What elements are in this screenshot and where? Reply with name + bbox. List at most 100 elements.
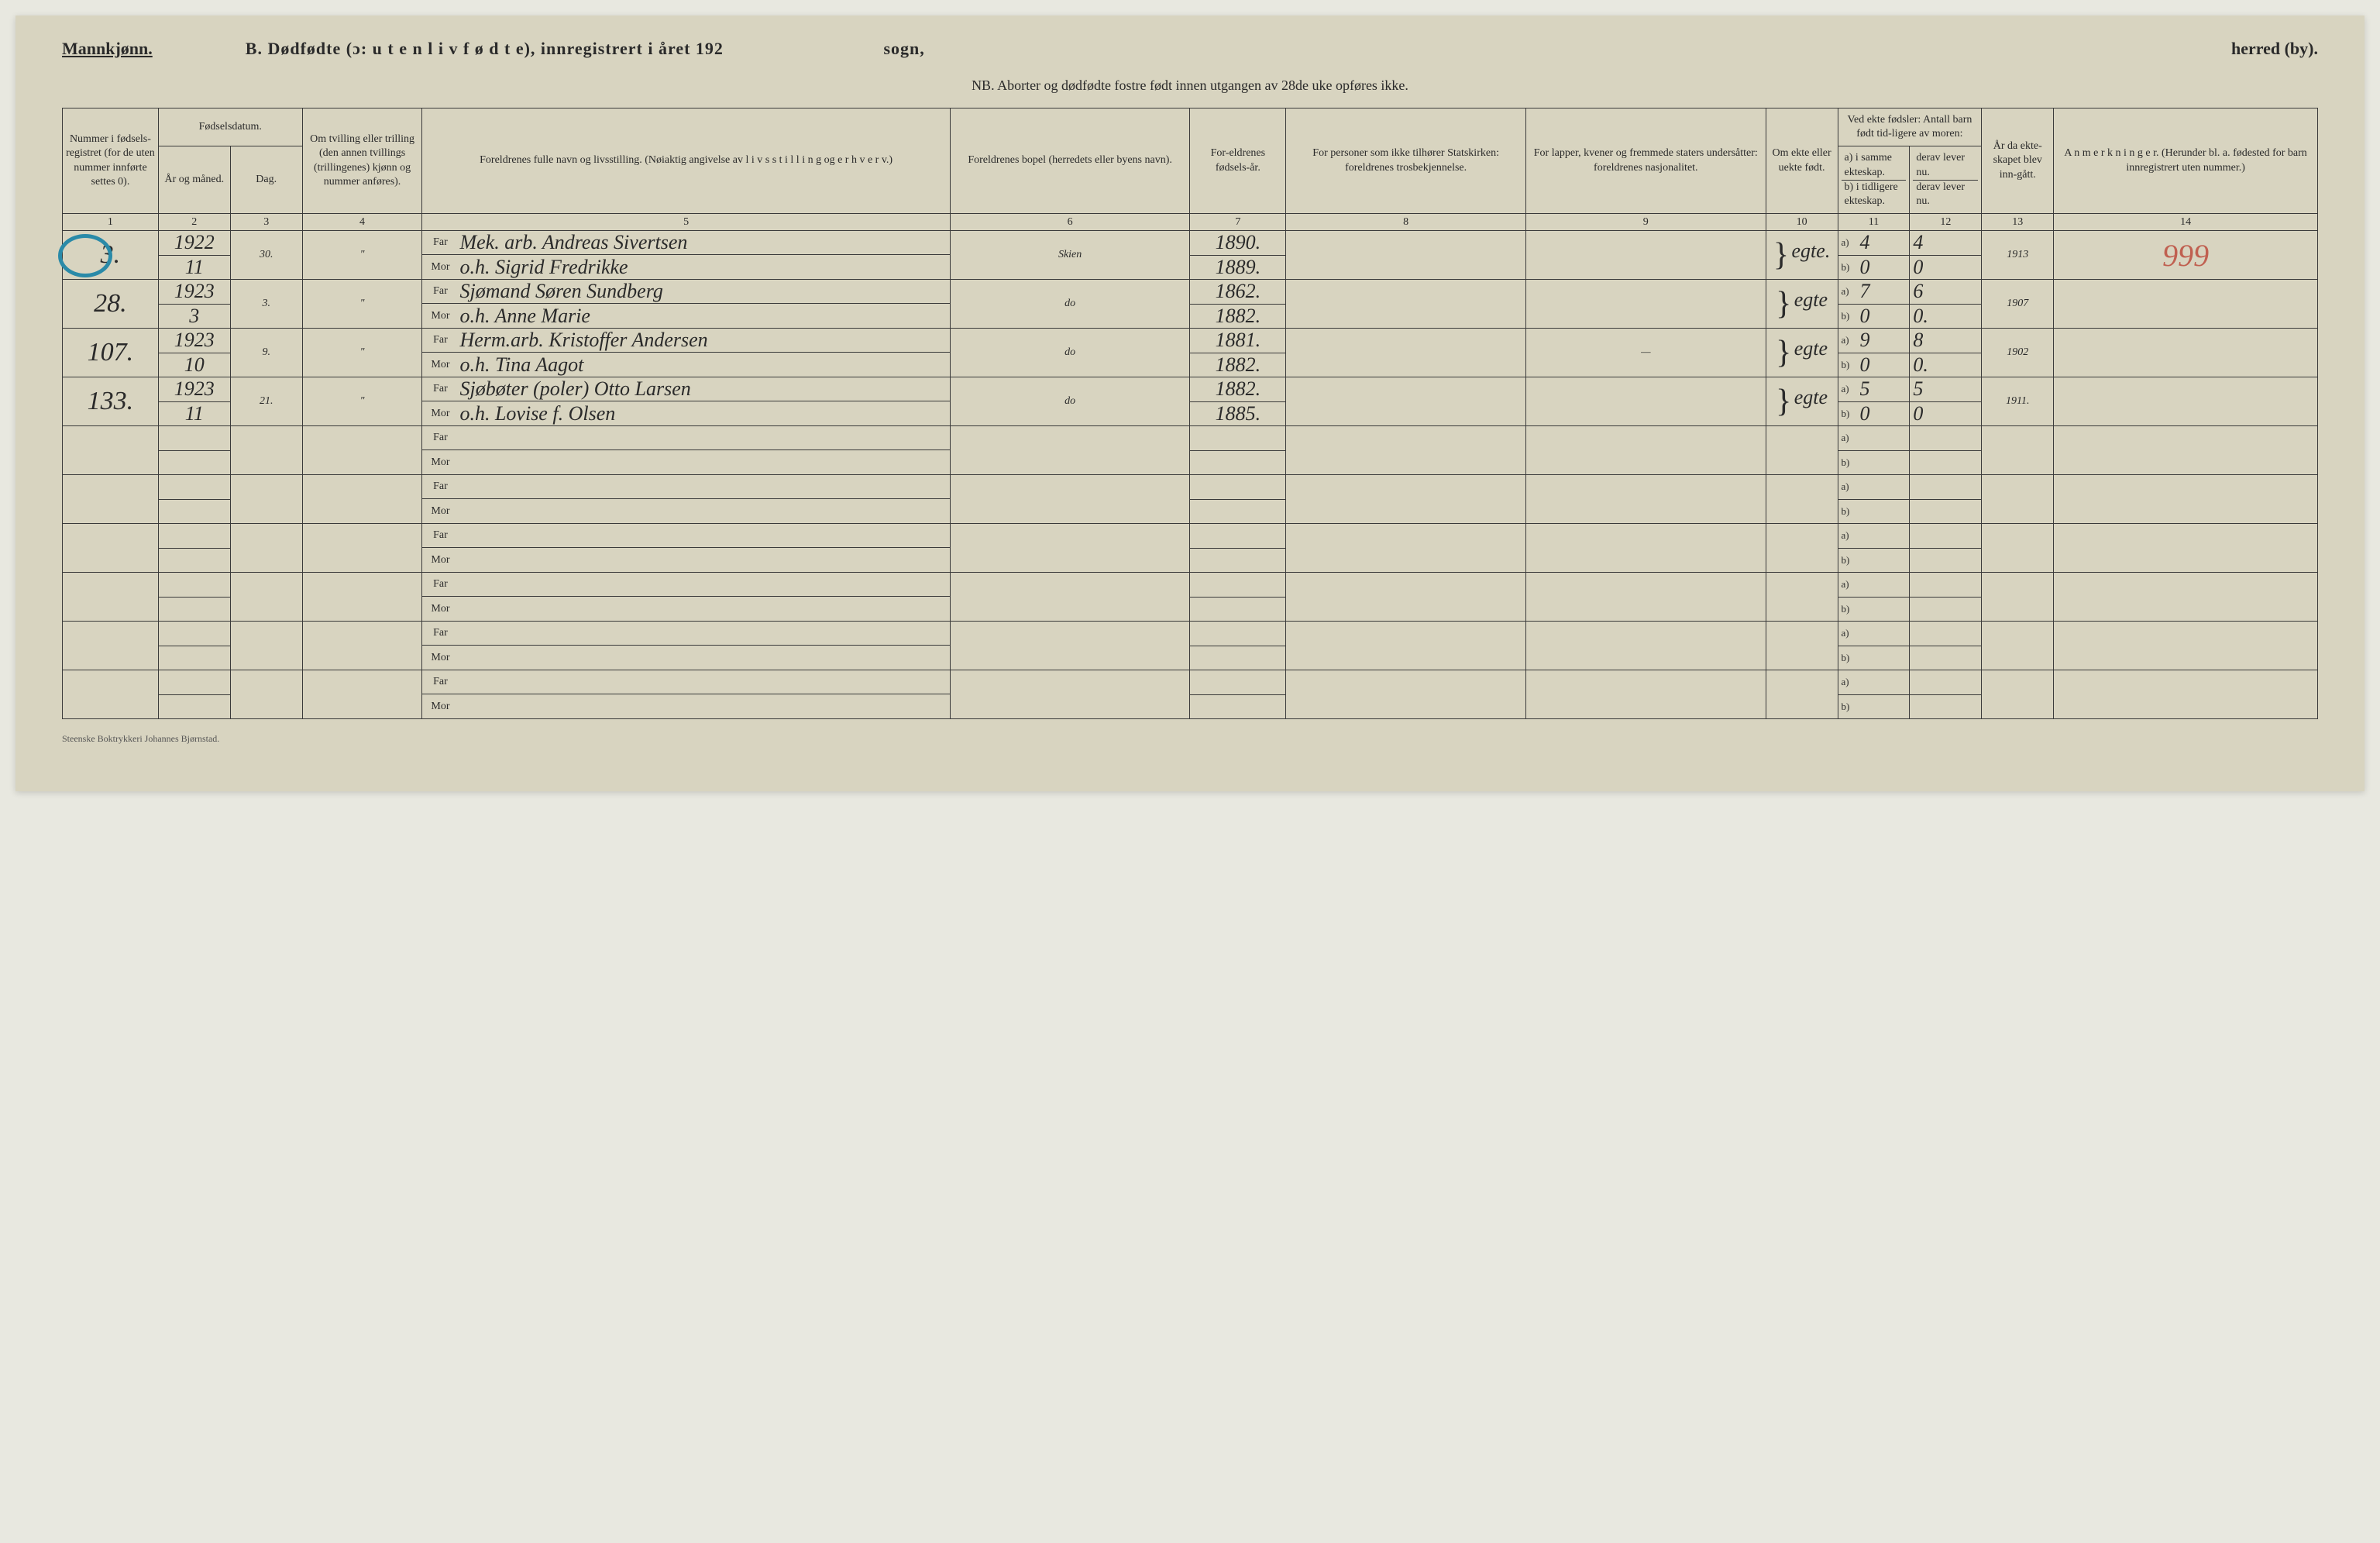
cell-day [230,573,302,622]
cell-num: 107. [63,329,159,377]
cell-remarks [2054,426,2318,475]
cell-alive [1910,670,1982,719]
cell-remarks [2054,524,2318,573]
table-row: FarMor a)b) [63,475,2318,524]
cell-religion [1286,622,1526,670]
cell-year-month: 192310 [158,329,230,377]
col-header-ekte: Om ekte eller uekte født. [1766,108,1838,214]
col-header-11ab: a) i samme ekteskap. b) i tidligere ekte… [1838,146,1910,214]
cell-marriage-year [1982,622,2054,670]
cell-bopel: Skien [950,231,1190,280]
cell-parents: FarMor [422,573,950,622]
cell-remarks [2054,280,2318,329]
table-row: FarMor a)b) [63,426,2318,475]
cell-marriage-year [1982,573,2054,622]
table-row: FarMora)b) [63,670,2318,719]
cell-parent-years: 1890.1889. [1190,231,1286,280]
cell-remarks [2054,377,2318,426]
cell-parent-years [1190,524,1286,573]
table-row: 3.19221130."FarMek. arb. Andreas Siverts… [63,231,2318,280]
cell-nationality [1525,377,1766,426]
cell-parent-years [1190,670,1286,719]
cell-parents: FarMor [422,426,950,475]
cell-bopel [950,670,1190,719]
cell-remarks [2054,573,2318,622]
col-header-birthyear: For-eldrenes fødsels-år. [1190,108,1286,214]
cell-year-month: 192211 [158,231,230,280]
cell-parent-years [1190,573,1286,622]
col-header-date: Fødselsdatum. [158,108,302,146]
cell-parents: FarMor [422,475,950,524]
cell-parent-years: 1881.1882. [1190,329,1286,377]
cell-alive: 60. [1910,280,1982,329]
cell-ekte: } egte. [1766,231,1838,280]
table-row: FarMora)b) [63,573,2318,622]
nb-note: NB. Aborter og dødfødte fostre født inne… [62,77,2318,94]
cell-ekte [1766,670,1838,719]
cell-prior-born: a)9b)0 [1838,329,1910,377]
cell-religion [1286,329,1526,377]
cell-prior-born: a)b) [1838,475,1910,524]
cell-prior-born: a)b) [1838,426,1910,475]
cell-parents: FarSjøbøter (poler) Otto LarsenMoro.h. L… [422,377,950,426]
cell-prior-born: a)b) [1838,622,1910,670]
cell-marriage-year: 1913 [1982,231,2054,280]
col-header-anm: A n m e r k n i n g e r. (Herunder bl. a… [2054,108,2318,214]
cell-bopel [950,524,1190,573]
cell-alive: 40 [1910,231,1982,280]
cell-marriage-year: 1907 [1982,280,2054,329]
cell-alive [1910,573,1982,622]
col-header-twins: Om tvilling eller trilling (den annen tv… [302,108,422,214]
cell-twins: " [302,377,422,426]
cell-religion [1286,377,1526,426]
table-row: FarMor a)b) [63,524,2318,573]
cell-parents: FarMor [422,524,950,573]
cell-year-month: 19233 [158,280,230,329]
cell-religion [1286,573,1526,622]
cell-prior-born: a)7b)0 [1838,280,1910,329]
cell-year-month [158,524,230,573]
cell-nationality [1525,622,1766,670]
cell-remarks: 999 [2054,231,2318,280]
cell-day: 3. [230,280,302,329]
cell-day: 9. [230,329,302,377]
col-header-day: Dag. [230,146,302,214]
col-header-bopel: Foreldrenes bopel (herredets eller byens… [950,108,1190,214]
cell-bopel: do [950,377,1190,426]
cell-parent-years [1190,622,1286,670]
table-body: 3.19221130."FarMek. arb. Andreas Siverts… [63,231,2318,719]
cell-alive [1910,622,1982,670]
cell-marriage-year [1982,524,2054,573]
cell-alive [1910,426,1982,475]
col-header-12ab: derav lever nu. derav lever nu. [1910,146,1982,214]
herred-label: herred (by). [2231,39,2318,59]
cell-remarks [2054,475,2318,524]
cell-year-month [158,573,230,622]
col-header-prior: Ved ekte fødsler: Antall barn født tid-l… [1838,108,1982,146]
cell-bopel [950,573,1190,622]
cell-alive [1910,475,1982,524]
cell-year-month [158,670,230,719]
cell-twins [302,475,422,524]
cell-parent-years: 1862.1882. [1190,280,1286,329]
cell-ekte [1766,426,1838,475]
cell-alive: 80. [1910,329,1982,377]
cell-bopel: do [950,280,1190,329]
cell-bopel [950,426,1190,475]
table-row: 107.1923109."FarHerm.arb. Kristoffer And… [63,329,2318,377]
table-row: FarMora)b) [63,622,2318,670]
cell-bopel [950,475,1190,524]
table-row: 28.192333."FarSjømand Søren SundbergMoro… [63,280,2318,329]
cell-prior-born: a)b) [1838,524,1910,573]
cell-num: 133. [63,377,159,426]
cell-twins: " [302,280,422,329]
cell-ekte [1766,622,1838,670]
cell-ekte [1766,573,1838,622]
cell-ekte [1766,524,1838,573]
cell-nationality [1525,231,1766,280]
cell-bopel [950,622,1190,670]
cell-ekte: } egte [1766,329,1838,377]
cell-twins: " [302,329,422,377]
cell-marriage-year: 1911. [1982,377,2054,426]
col-header-nationality: For lapper, kvener og fremmede staters u… [1525,108,1766,214]
